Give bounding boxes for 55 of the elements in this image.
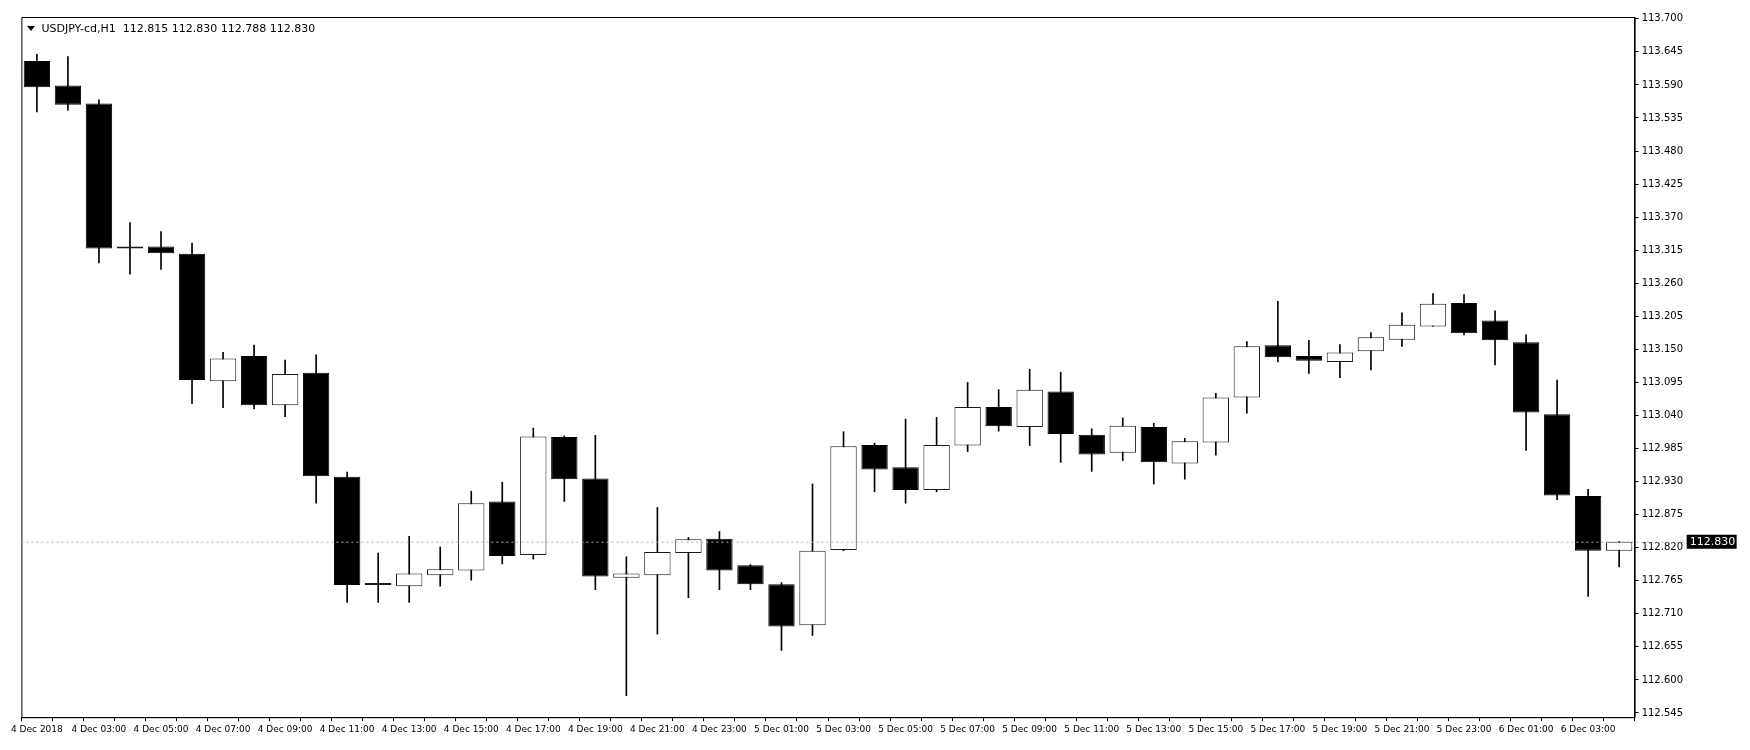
- x-tick-label: 4 Dec 11:00: [319, 723, 375, 734]
- x-tick-label: 4 Dec 03:00: [71, 723, 127, 734]
- x-tick-label: 4 Dec 05:00: [133, 723, 189, 734]
- y-tick-label: 112.820: [1641, 541, 1684, 553]
- ref-line-label: 112.830: [1689, 534, 1736, 548]
- x-tick-label: 5 Dec 15:00: [1188, 723, 1244, 734]
- candlestick: [427, 546, 454, 587]
- y-tick-label: 113.425: [1641, 177, 1684, 189]
- x-tick-label: 4 Dec 19:00: [567, 723, 624, 734]
- y-tick-label: 112.710: [1641, 607, 1684, 619]
- x-tick-label: 5 Dec 07:00: [940, 723, 996, 734]
- y-tick-label: 113.535: [1641, 111, 1684, 123]
- x-tick-label: 5 Dec 05:00: [878, 723, 934, 734]
- candlestick: [396, 535, 423, 603]
- x-tick-label: 5 Dec 03:00: [816, 723, 872, 734]
- x-tick-label: 5 Dec 09:00: [1002, 723, 1058, 734]
- x-tick-label: 5 Dec 13:00: [1126, 723, 1182, 734]
- y-tick-label: 113.700: [1641, 12, 1684, 24]
- x-tick-label: 4 Dec 15:00: [443, 723, 499, 734]
- x-tick-label: 4 Dec 21:00: [629, 723, 686, 734]
- y-tick-label: 112.985: [1641, 442, 1684, 454]
- y-tick-label: 112.600: [1641, 673, 1684, 685]
- x-tick-label: 5 Dec 23:00: [1436, 723, 1492, 734]
- y-tick-label: 113.370: [1641, 210, 1684, 222]
- x-tick-label: 4 Dec 17:00: [505, 723, 561, 734]
- x-tick-label: 5 Dec 19:00: [1312, 723, 1368, 734]
- x-tick-label: 4 Dec 2018: [11, 723, 64, 734]
- candlestick: [1264, 300, 1292, 363]
- x-tick-label: 5 Dec 11:00: [1064, 723, 1120, 734]
- x-tick-label: 5 Dec 17:00: [1250, 723, 1306, 734]
- y-tick-label: 113.315: [1641, 243, 1684, 255]
- y-tick-label: 113.205: [1641, 309, 1684, 321]
- x-tick-label: 4 Dec 13:00: [381, 723, 437, 734]
- x-tick-label: 4 Dec 09:00: [257, 723, 313, 734]
- x-tick-label: 5 Dec 01:00: [754, 723, 810, 734]
- y-tick-label: 113.480: [1641, 144, 1684, 156]
- x-tick-label: 6 Dec 03:00: [1560, 723, 1616, 734]
- y-tick-label: 112.875: [1641, 508, 1684, 520]
- y-tick-label: 112.765: [1641, 574, 1684, 586]
- x-tick-label: 5 Dec 21:00: [1374, 723, 1430, 734]
- y-tick-label: 113.590: [1641, 78, 1684, 90]
- candlestick: [364, 552, 392, 603]
- candlestick: [1295, 340, 1323, 374]
- y-tick-label: 113.040: [1641, 409, 1684, 421]
- y-tick-label: 113.095: [1641, 376, 1684, 388]
- text: USDJPY-cd,H1 112.815 112.830 112.788 112.830: [41, 21, 316, 35]
- y-tick-label: 112.655: [1641, 640, 1684, 652]
- x-tick-label: 4 Dec 07:00: [195, 723, 251, 734]
- y-tick-label: 113.150: [1641, 342, 1684, 354]
- y-tick-label: 113.260: [1641, 276, 1684, 288]
- y-tick-label: 112.930: [1641, 475, 1684, 487]
- y-tick-label: 113.645: [1641, 45, 1684, 57]
- x-tick-label: 4 Dec 23:00: [692, 723, 748, 734]
- x-tick-label: 6 Dec 01:00: [1498, 723, 1554, 734]
- y-tick-label: 112.545: [1641, 706, 1684, 718]
